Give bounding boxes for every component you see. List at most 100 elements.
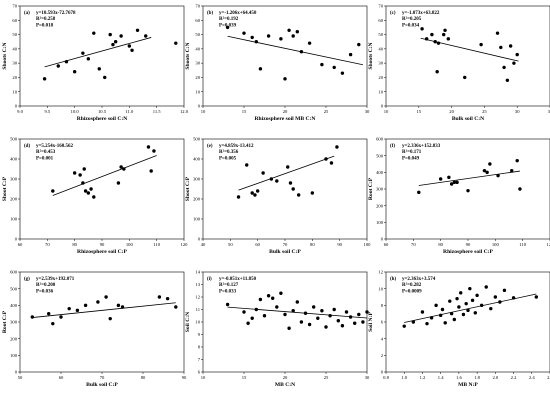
data-point	[242, 310, 246, 314]
y-tick-label: 7	[198, 357, 201, 362]
y-tick-label: 40	[12, 46, 17, 51]
regression-annotation: P=0.036	[36, 289, 54, 294]
data-point	[433, 40, 437, 44]
x-tick-label: 30	[365, 109, 370, 114]
y-tick-label: 0	[381, 370, 384, 375]
data-point	[534, 295, 539, 299]
y-tick-label: 9	[198, 332, 201, 337]
y-tick-label: 100	[376, 220, 384, 225]
x-tick-label: 11.5	[153, 109, 162, 114]
x-tick-label: 70	[411, 242, 416, 247]
data-point	[92, 195, 96, 199]
y-axis-label: Shoots C:N	[185, 42, 191, 69]
data-point	[411, 320, 416, 324]
data-point	[515, 52, 519, 57]
x-tick-label: 50	[18, 375, 23, 380]
panel-label: (d)	[24, 144, 30, 149]
x-tick-label: 30	[365, 375, 370, 380]
y-axis-label: Root C:P	[2, 310, 8, 333]
x-axis-label: Bulk soil C:N	[452, 116, 484, 122]
data-point	[468, 286, 472, 291]
y-tick-label: 200	[376, 203, 384, 208]
data-point	[502, 65, 506, 70]
x-tick-label: 80	[141, 375, 146, 380]
y-tick-label: 100	[10, 217, 18, 222]
y-axis-label: Root C:P	[368, 177, 374, 200]
data-point	[357, 42, 361, 47]
x-tick-label: 90	[100, 242, 105, 247]
data-point	[279, 37, 283, 41]
data-point	[89, 187, 93, 191]
regression-annotation: R²=0.200	[36, 282, 56, 288]
data-point	[287, 28, 291, 32]
y-tick-label: 20	[378, 75, 383, 80]
x-tick-label: 20	[283, 109, 288, 114]
data-point	[440, 307, 445, 312]
y-tick-label: 20	[12, 75, 17, 80]
data-point	[461, 312, 466, 317]
data-point	[518, 187, 522, 191]
data-point	[108, 316, 112, 321]
data-point	[499, 45, 503, 50]
y-tick-label: 70	[12, 4, 17, 9]
data-point	[174, 41, 178, 45]
y-axis-label: Soil C:N	[185, 312, 191, 332]
x-tick-label: 10	[384, 109, 389, 114]
data-point	[484, 285, 488, 289]
data-point	[459, 291, 463, 295]
data-point	[438, 313, 443, 318]
data-point	[505, 78, 510, 82]
data-point	[82, 167, 86, 171]
x-tick-label: 100	[126, 242, 134, 247]
data-point	[96, 300, 100, 304]
x-tick-label: 70	[45, 242, 50, 247]
data-point	[104, 295, 108, 299]
y-tick-label: 30	[12, 61, 17, 66]
data-point	[443, 28, 447, 32]
regression-annotation: R²=0.127	[219, 282, 239, 288]
data-point	[250, 35, 254, 40]
data-point	[108, 32, 112, 37]
x-tick-label: 110	[153, 242, 160, 247]
x-tick-label: 25	[482, 109, 487, 114]
data-point	[72, 171, 77, 175]
data-point	[429, 316, 434, 320]
panel-label: (e)	[207, 144, 213, 149]
y-tick-label: 50	[378, 32, 383, 37]
data-point	[365, 310, 369, 314]
data-point	[144, 34, 148, 38]
x-tick-label: 25	[324, 109, 329, 114]
y-tick-label: 6	[381, 320, 384, 325]
regression-annotation: R²=0.356	[219, 149, 239, 155]
regression-annotation: P=0.049	[402, 156, 420, 161]
data-point	[424, 37, 429, 41]
data-point	[116, 303, 121, 308]
panel-label: (b)	[207, 11, 213, 16]
data-point	[67, 306, 71, 311]
regression-annotation: y=-0.051x+11.850	[219, 277, 257, 282]
data-point	[316, 316, 320, 320]
data-point	[254, 40, 258, 44]
regression-annotation: y=4.859x-13.412	[219, 144, 254, 149]
data-point	[324, 325, 328, 329]
x-tick-label: 11.0	[125, 109, 134, 114]
regression-annotation: R²=0.282	[402, 282, 422, 288]
data-point	[103, 75, 107, 80]
regression-annotation: y=-1.206x+64.450	[219, 11, 257, 16]
y-tick-label: 100	[10, 353, 18, 358]
y-tick-label: 10	[195, 89, 200, 94]
data-point	[328, 314, 332, 318]
data-point	[340, 71, 345, 75]
data-point	[111, 42, 115, 47]
data-point	[255, 189, 260, 193]
y-axis-label: Shoots C:N	[2, 42, 8, 69]
data-point	[493, 295, 498, 299]
regression-annotation: P=0.018	[36, 23, 54, 28]
x-tick-label: 120	[181, 242, 189, 247]
x-tick-label: 80	[310, 242, 315, 247]
data-point	[174, 305, 178, 309]
regression-annotation: P=0.0009	[402, 289, 422, 294]
data-point	[307, 41, 312, 45]
data-point	[291, 34, 295, 38]
